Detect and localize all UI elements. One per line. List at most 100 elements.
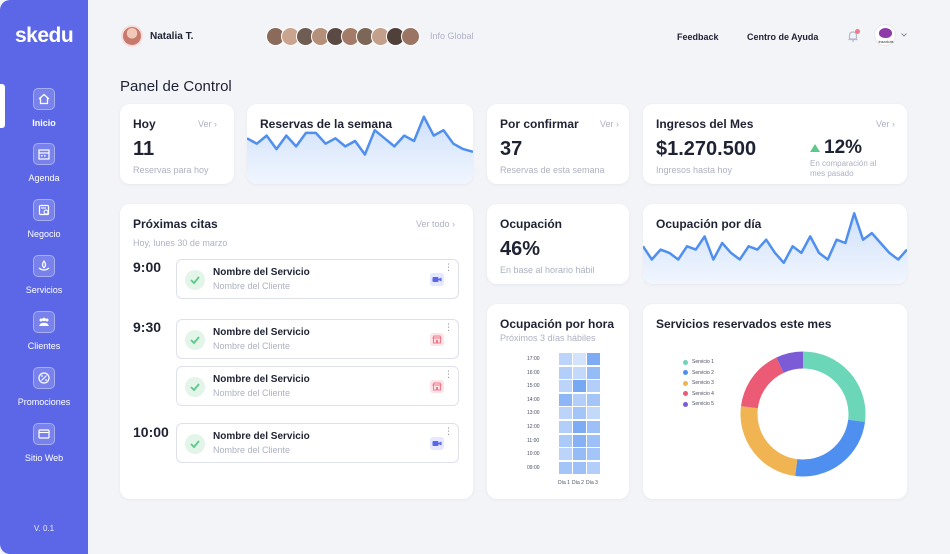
heatmap-cell [559,407,572,420]
heatmap-y-label: 16:00 [527,369,540,376]
income-change-note: mes pasado [810,169,854,178]
heatmap-cell [573,407,586,420]
heatmap-y-label: 14:00 [527,396,540,403]
heatmap-y-label: 17:00 [527,356,540,362]
more-options-icon[interactable]: ⋮ [444,322,453,332]
legend-swatch [683,401,688,407]
team-avatars[interactable] [266,27,420,46]
legend-swatch [683,380,688,386]
legend-label: Servicio 3 [692,380,714,386]
income-change-note: En comparación al [810,159,877,168]
spa-icon [33,255,55,277]
heatmap-y-label: 13:00 [527,410,540,417]
heatmap-x-label: Día 2 [572,480,584,487]
legend-item: Servicio 3 [683,380,714,386]
more-options-icon[interactable]: ⋮ [444,426,453,436]
more-options-icon[interactable]: ⋮ [444,262,453,272]
store-icon [33,199,55,221]
sidebar-item-agenda[interactable]: Agenda [0,143,88,193]
card-title: Ocupación por hora [500,317,615,331]
appointment-item[interactable]: Nombre del Servicio Nombre del Cliente ⋮ [176,259,459,299]
today-count: 11 [133,138,155,160]
info-global-link[interactable]: Info Global [430,31,474,41]
more-options-icon[interactable]: ⋮ [444,369,453,379]
service-name: Nombre del Servicio [213,431,310,442]
user-menu[interactable]: Natalia T. [121,25,193,47]
help-center-link[interactable]: Centro de Ayuda [747,32,819,42]
card-subtitle: Reservas de esta semana [500,165,605,175]
sidebar-item-negocio[interactable]: Negocio [0,199,88,249]
appointment-item[interactable]: Nombre del Servicio Nombre del Cliente ⋮ [176,319,459,359]
heatmap-cell [587,380,600,393]
home-icon [33,88,55,110]
sidebar-item-inicio[interactable]: Inicio [0,88,88,138]
view-all-link[interactable]: Ver todo › [416,219,456,229]
view-link[interactable]: Ver › [198,119,218,129]
client-name: Nombre del Cliente [213,388,291,398]
page-title: Panel de Control [120,78,232,95]
heatmap-cell [587,434,600,447]
sidebar-item-promociones[interactable]: Promociones [0,367,88,417]
heatmap-y-label: 09:00 [527,464,540,471]
sidebar-item-sitio-web[interactable]: Sitio Web [0,423,88,473]
services-donut-chart [740,351,866,477]
appointment-time: 9:30 [133,319,162,335]
heatmap-cell [587,421,600,433]
feedback-link[interactable]: Feedback [677,32,719,42]
heatmap-cell [573,393,586,406]
card-subtitle: Ingresos hasta hoy [656,165,733,175]
appointment-time: 10:00 [133,424,169,440]
occupancy-value: 46% [500,238,541,260]
heatmap-cell [573,380,586,393]
heatmap-cell [587,393,600,406]
confirmed-check-icon [185,434,205,454]
heatmap-cell [573,434,586,447]
hourly-occupancy-heatmap: 17:00 16:00 15:00 14:00 13:00 12:00 11:00 10:00… [487,304,629,499]
sidebar-item-label: Inicio [32,118,56,128]
legend-label: Servicio 4 [692,390,714,397]
income-amount: $1.270.500 [656,138,757,160]
sidebar-item-servicios[interactable]: Servicios [0,255,88,305]
appointment-time: 9:00 [133,259,162,275]
heatmap-cell [573,461,586,474]
sidebar-item-label: Promociones [17,397,71,407]
heatmap-cell [559,461,572,474]
view-link[interactable]: Ver › [876,119,896,129]
legend-item: Servicio 2 [683,370,714,376]
hourly-occupancy-card: Ocupación por hora Próximos 3 días hábil… [487,304,629,499]
card-title: Ocupación por día [656,217,762,231]
income-change: 12% [824,137,863,158]
donut-slice [802,351,866,422]
avatar [401,27,420,46]
bell-icon[interactable] [846,29,860,43]
sidebar-item-label: Clientes [27,341,61,351]
confirmed-check-icon [185,330,205,350]
legend-item: Servicio 5 [683,401,714,407]
card-title: Próximas citas [133,217,218,231]
business-avatar[interactable]: trazoluts [874,24,896,46]
chevron-down-icon[interactable] [900,31,908,39]
top-bar: Natalia T. Info Global Feedback Centro d… [88,0,950,70]
pending-card: Por confirmar Ver › 37 Reservas de esta … [487,104,629,184]
heatmap-cell [587,353,600,365]
view-link[interactable]: Ver › [600,119,620,129]
sidebar-item-clientes[interactable]: Clientes [0,311,88,361]
sidebar-item-label: Negocio [27,229,61,239]
heatmap-y-label: 12:00 [527,424,540,430]
appointment-item[interactable]: Nombre del Servicio Nombre del Cliente ⋮ [176,423,459,463]
appointments-date: Hoy, lunes 30 de marzo [133,238,228,248]
card-title: Ocupación [500,217,563,231]
heatmap-x-label: Día 3 [586,480,598,487]
donut-slice [740,357,785,409]
video-call-icon [430,273,444,286]
sidebar-item-label: Agenda [28,173,60,183]
heatmap-cell [587,366,600,379]
area-fill [247,116,473,184]
appointment-item[interactable]: Nombre del Servicio Nombre del Cliente ⋮ [176,366,459,406]
active-nav-indicator [0,84,5,128]
income-card: Ingresos del Mes Ver › $1.270.500 Ingres… [643,104,907,184]
legend-label: Servicio 1 [692,359,714,365]
app-logo[interactable]: skedu [15,24,74,47]
app-version: V. 0.1 [33,524,55,533]
heatmap-cell [587,448,600,461]
